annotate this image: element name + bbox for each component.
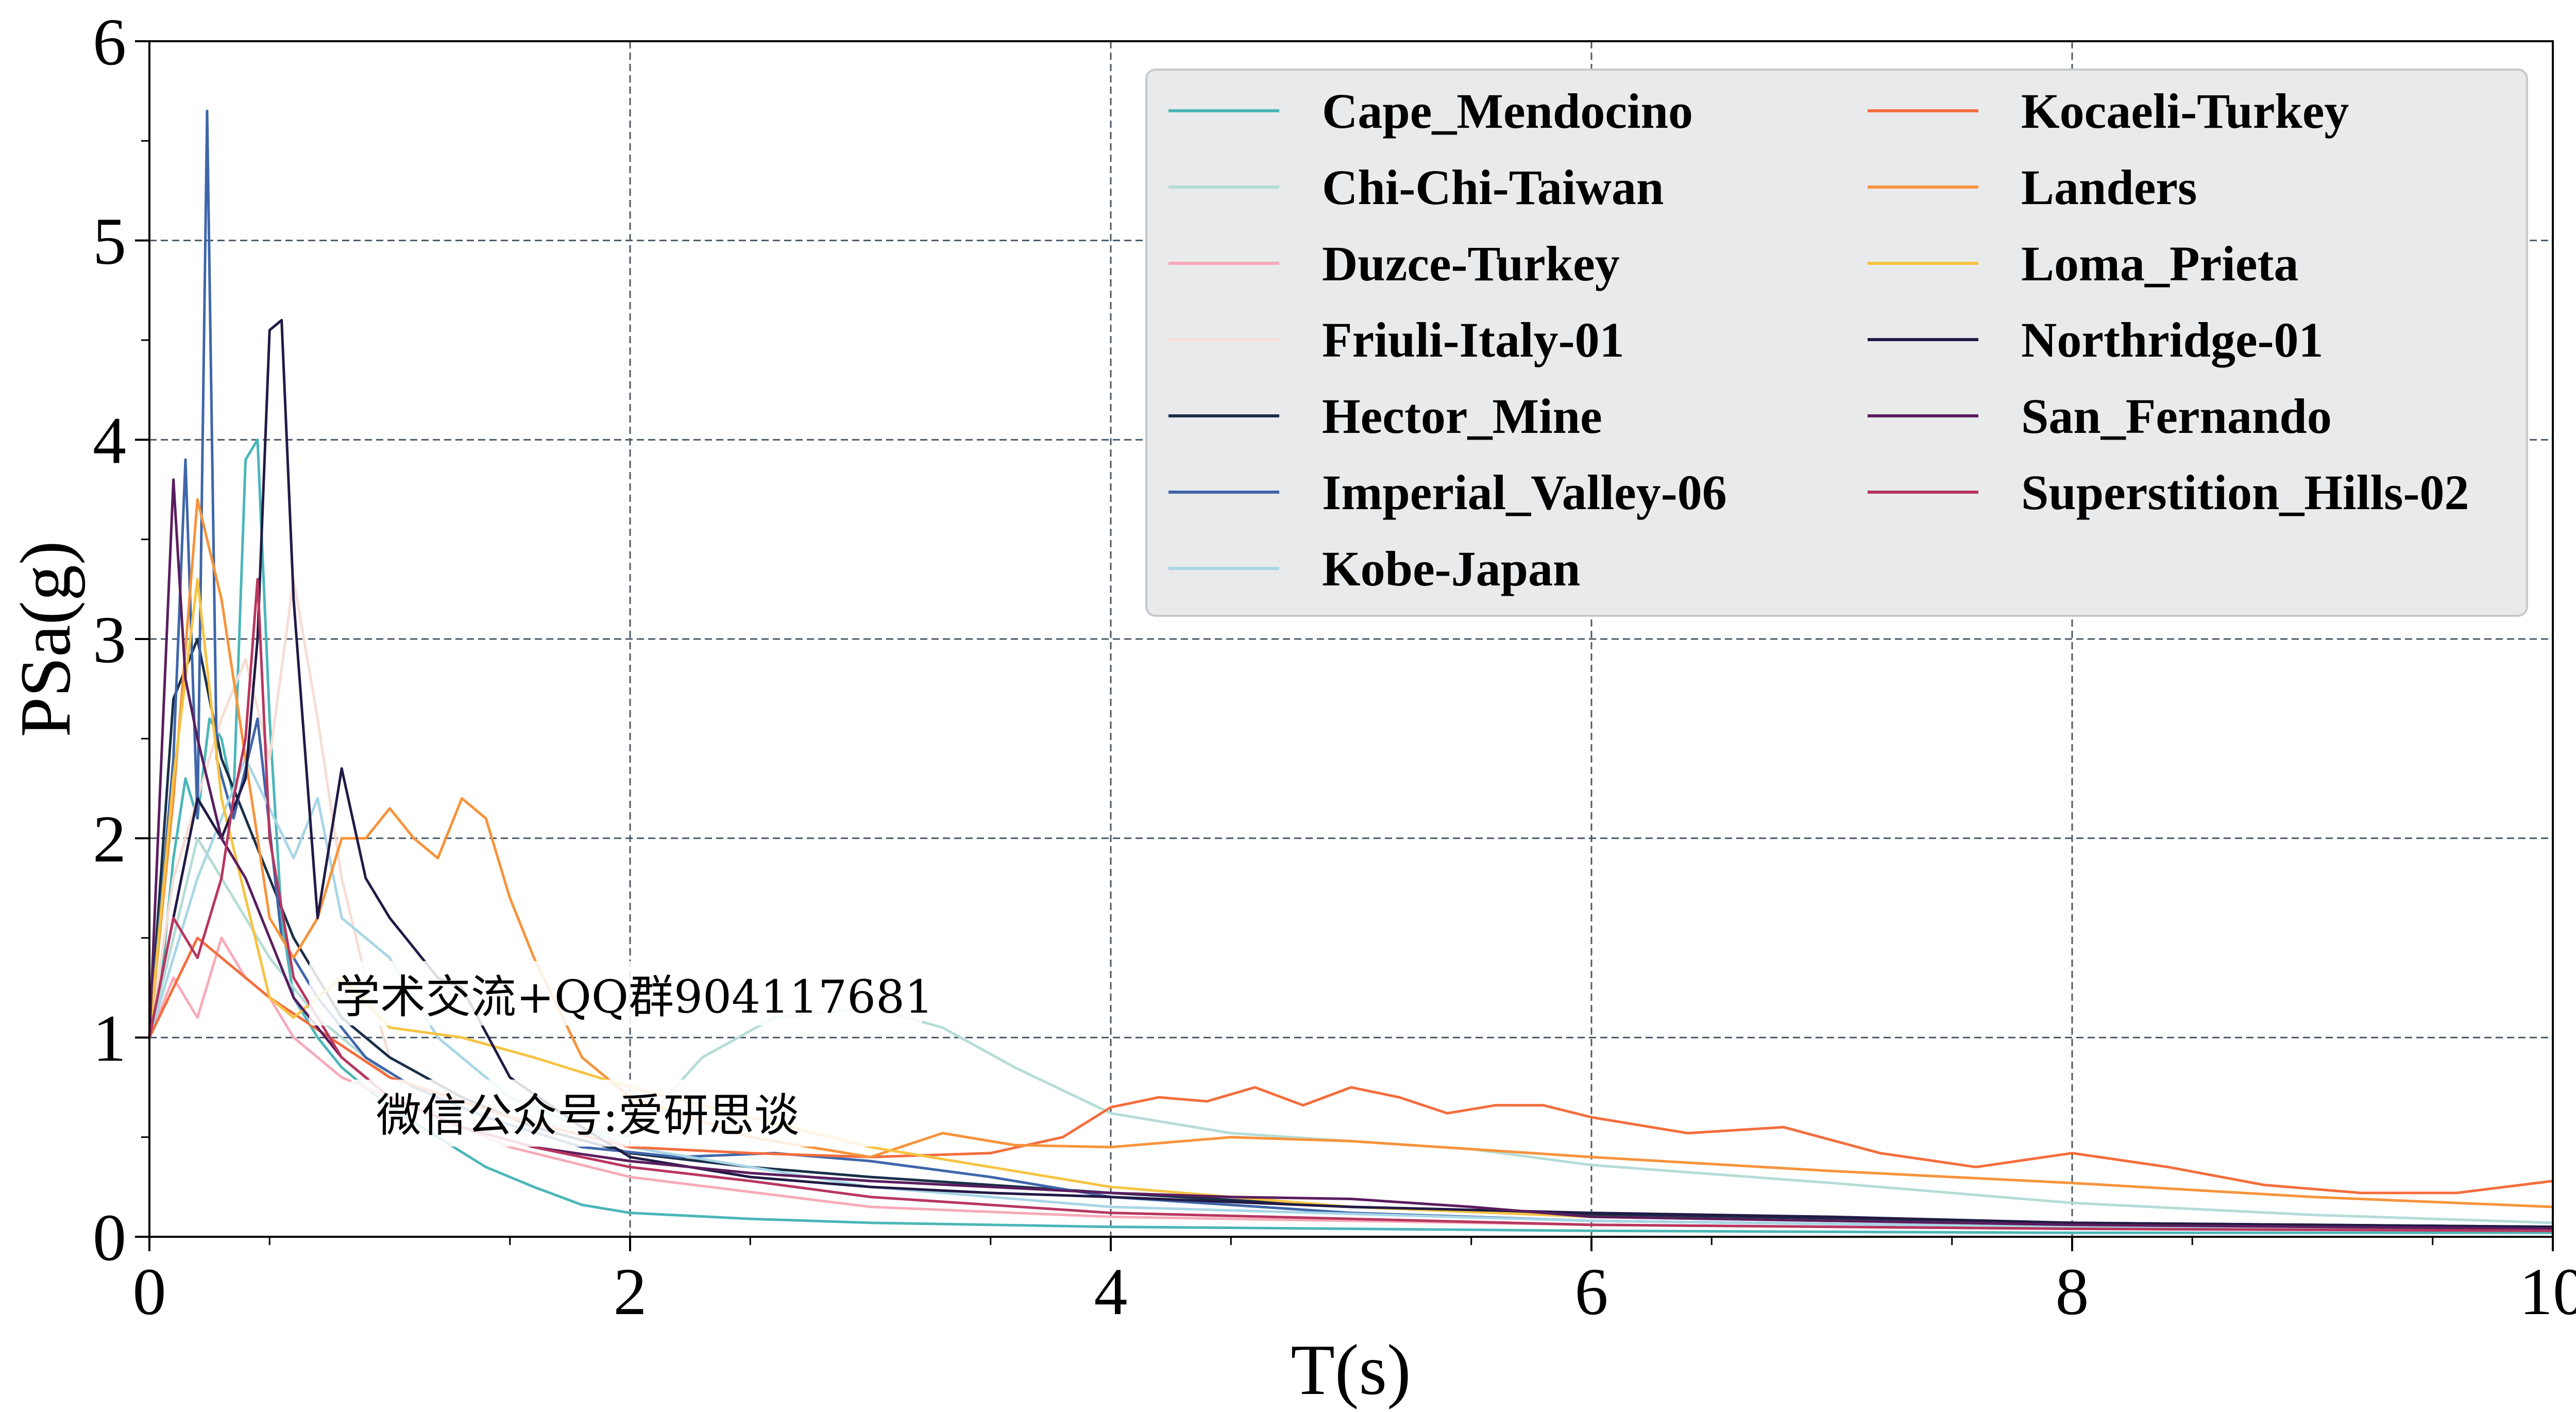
legend-label: Kocaeli-Turkey	[2021, 83, 2349, 139]
series-line-loma-prieta	[148, 578, 2553, 1230]
y-tick-label: 1	[93, 1001, 126, 1075]
x-tick-label: 6	[1575, 1255, 1608, 1329]
y-tick-label: 2	[93, 802, 126, 877]
x-tick-label: 2	[614, 1255, 647, 1329]
legend-label: Landers	[2021, 160, 2197, 215]
watermark-box-2	[350, 1080, 896, 1147]
x-tick-label: 0	[133, 1255, 166, 1329]
y-tick-label: 6	[93, 5, 126, 79]
legend-label: Loma_Prieta	[2021, 236, 2299, 291]
legend-label: Duzce-Turkey	[1322, 236, 1620, 291]
watermark-box-1	[309, 961, 922, 1026]
watermark: 学术交流+QQ群904117681 微信公众号:爱研思谈	[309, 961, 934, 1147]
legend-label: Hector_Mine	[1322, 389, 1602, 444]
series-line-kocaeli-turkey	[148, 936, 2553, 1195]
x-axis-title: T(s)	[1291, 1330, 1411, 1410]
x-tick-label: 8	[2056, 1255, 2089, 1329]
legend-label: Chi-Chi-Taiwan	[1322, 160, 1664, 215]
y-axis-title: PSa(g)	[6, 541, 86, 737]
x-axis: 0 2 4 6 8 10	[133, 1237, 2576, 1329]
legend-label: Northridge-01	[2021, 312, 2324, 367]
y-tick-label: 3	[93, 603, 126, 677]
legend-label: Superstition_Hills-02	[2021, 465, 2469, 520]
legend-box	[1145, 69, 2528, 617]
legend-label: Kobe-Japan	[1322, 541, 1580, 596]
series-line-superstition-hills-02	[148, 578, 2553, 1232]
legend-label: San_Fernando	[2021, 389, 2332, 444]
x-tick-label: 10	[2519, 1255, 2576, 1329]
legend-label: Friuli-Italy-01	[1322, 312, 1624, 367]
y-tick-label: 0	[93, 1201, 126, 1275]
series-line-landers	[148, 498, 2553, 1208]
watermark-line-1: 学术交流+QQ群904117681	[335, 970, 934, 1023]
y-axis: 0 1 2 3 4 5 6	[93, 5, 149, 1275]
legend-label: Cape_Mendocino	[1322, 83, 1693, 139]
y-tick-label: 4	[93, 404, 126, 478]
series-line-cape-mendocino	[148, 438, 2553, 1234]
legend-label: Imperial_Valley-06	[1322, 465, 1727, 520]
y-tick-label: 5	[93, 205, 126, 279]
series-line-kobe-japan	[148, 757, 2553, 1232]
x-tick-label: 4	[1094, 1255, 1128, 1329]
series-line-friuli-italy-01	[148, 578, 391, 1058]
legend: Cape_Mendocino Chi-Chi-Taiwan Duzce-Turkey…	[1145, 69, 2528, 617]
watermark-line-2: 微信公众号:爱研思谈	[376, 1089, 800, 1142]
